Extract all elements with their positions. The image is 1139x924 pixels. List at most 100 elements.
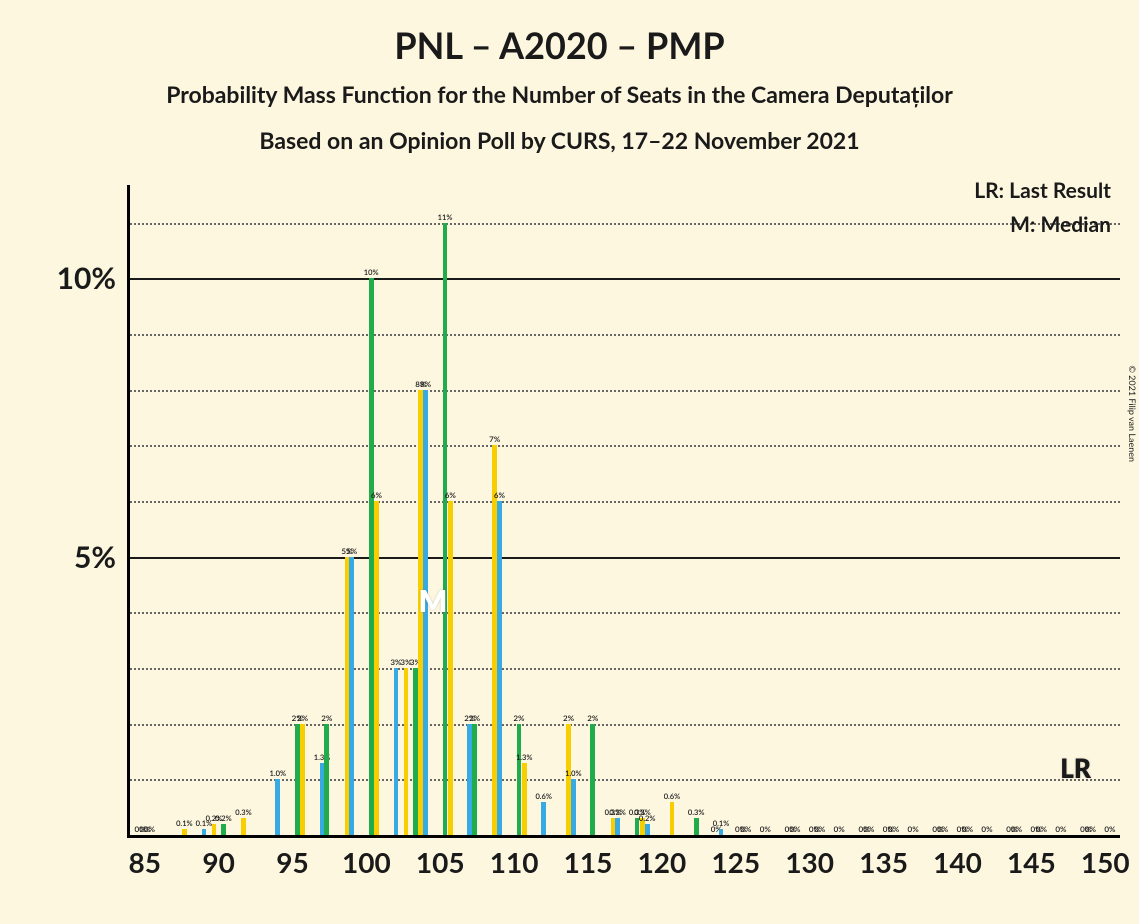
x-tick-label: 110 bbox=[490, 835, 539, 879]
bar-yellow: 0.6% bbox=[670, 802, 675, 835]
bar-green: 10% bbox=[369, 278, 374, 835]
bar-label: 0.3% bbox=[235, 808, 252, 818]
bar-label: 0% bbox=[863, 824, 874, 835]
bar-label: 0.6% bbox=[664, 792, 681, 802]
bar-label: 0% bbox=[834, 824, 845, 835]
x-tick-label: 100 bbox=[342, 835, 391, 879]
bar-yellow: 2% bbox=[300, 724, 305, 835]
bar-blue: 0.3% bbox=[615, 818, 620, 835]
bar-label: 2% bbox=[513, 713, 524, 724]
bar-green: 2% bbox=[590, 724, 595, 835]
bar-label: 0% bbox=[1104, 824, 1115, 835]
chart-title: PNL – A2020 – PMP bbox=[0, 24, 1119, 67]
copyright: © 2021 Filip van Laenen bbox=[1128, 365, 1139, 462]
bar-yellow: 3% bbox=[404, 668, 409, 835]
gridline-major bbox=[130, 278, 1120, 280]
bar-label: 0% bbox=[908, 824, 919, 835]
y-axis bbox=[127, 185, 130, 838]
bar-label: 0.6% bbox=[535, 792, 552, 802]
x-tick-label: 90 bbox=[202, 835, 234, 879]
gridline-minor bbox=[130, 612, 1120, 614]
bar-blue: 5% bbox=[349, 557, 354, 835]
bar-label: 0% bbox=[740, 824, 751, 835]
bar-label: 0.2% bbox=[215, 814, 232, 824]
bar-label: 1.0% bbox=[565, 769, 582, 779]
bar-green: 2% bbox=[295, 724, 300, 835]
bar-label: 0% bbox=[981, 824, 992, 835]
bar-label: 8% bbox=[420, 379, 431, 390]
bar-label: 5% bbox=[346, 546, 357, 557]
bar-label: 1.0% bbox=[269, 769, 286, 779]
bar-label: 2% bbox=[469, 713, 480, 724]
bar-yellow: 0.3% bbox=[241, 818, 246, 835]
bar-yellow: 1.3% bbox=[522, 763, 527, 835]
gridline-minor bbox=[130, 223, 1120, 225]
gridline-minor bbox=[130, 501, 1120, 503]
bar-label: 0% bbox=[144, 824, 155, 835]
bar-label: 2% bbox=[563, 713, 574, 724]
bar-green: 3% bbox=[413, 668, 418, 835]
bar-green: 2% bbox=[517, 724, 522, 835]
bar-label: 0% bbox=[814, 824, 825, 835]
bar-blue: 1.0% bbox=[571, 779, 576, 835]
legend-m: M: Median bbox=[1010, 212, 1111, 237]
bar-label: 10% bbox=[364, 268, 379, 278]
x-tick-label: 140 bbox=[933, 835, 982, 879]
bar-label: 0% bbox=[962, 824, 973, 835]
bar-label: 0% bbox=[888, 824, 899, 835]
x-tick-label: 130 bbox=[785, 835, 834, 879]
bar-blue: 1.0% bbox=[275, 779, 280, 835]
bar-blue: 0.6% bbox=[541, 802, 546, 835]
bar-label: 11% bbox=[438, 213, 453, 223]
bar-label: 0% bbox=[1036, 824, 1047, 835]
bar-label: 2% bbox=[587, 713, 598, 724]
bar-blue: 3% bbox=[394, 668, 399, 835]
bar-green: 0.3% bbox=[694, 818, 699, 835]
chart-subtitle-2: Based on an Opinion Poll by CURS, 17–22 … bbox=[0, 126, 1119, 156]
bar-label: 6% bbox=[371, 490, 382, 501]
gridline-minor bbox=[130, 668, 1120, 670]
x-tick-label: 105 bbox=[416, 835, 465, 879]
bar-label: 0% bbox=[1055, 824, 1066, 835]
gridline-minor bbox=[130, 334, 1120, 336]
bar-label: 2% bbox=[297, 713, 308, 724]
bar-label: 6% bbox=[445, 490, 456, 501]
bar-label: 7% bbox=[489, 434, 500, 445]
legend-lr: LR: Last Result bbox=[974, 178, 1111, 203]
gridline-minor bbox=[130, 390, 1120, 392]
x-tick-label: 145 bbox=[1007, 835, 1056, 879]
bar-label: 0.3% bbox=[609, 808, 626, 818]
bar-blue: 0.2% bbox=[645, 824, 650, 835]
bar-green: 2% bbox=[324, 724, 329, 835]
bar-green: 11% bbox=[443, 223, 448, 835]
bar-label: 2% bbox=[321, 713, 332, 724]
y-tick-label: 5% bbox=[74, 539, 130, 575]
bar-label: 1.3% bbox=[516, 753, 533, 763]
bar-label: 0% bbox=[1085, 824, 1096, 835]
x-tick-label: 135 bbox=[859, 835, 908, 879]
x-tick-label: 125 bbox=[711, 835, 760, 879]
marker-m: M bbox=[419, 583, 448, 619]
bar-label: 0.3% bbox=[688, 808, 705, 818]
gridline-minor bbox=[130, 724, 1120, 726]
bar-label: 0% bbox=[1011, 824, 1022, 835]
gridline-minor bbox=[130, 445, 1120, 447]
bar-yellow: 6% bbox=[374, 501, 379, 835]
bar-green: 0.2% bbox=[221, 824, 226, 835]
x-tick-label: 120 bbox=[638, 835, 687, 879]
bar-label: 0.2% bbox=[639, 814, 656, 824]
x-tick-label: 85 bbox=[129, 835, 161, 879]
x-tick-label: 115 bbox=[564, 835, 613, 879]
bar-yellow: 0.2% bbox=[212, 824, 217, 835]
bar-blue: 6% bbox=[497, 501, 502, 835]
x-tick-label: 150 bbox=[1081, 835, 1130, 879]
plot-area: 5%10% 0%0%0%0.1%0.1%0.2%0.2%0.3%1.0%2%2%… bbox=[130, 195, 1120, 835]
bar-label: 0% bbox=[789, 824, 800, 835]
bar-label: 0% bbox=[937, 824, 948, 835]
y-tick-label: 10% bbox=[57, 260, 130, 296]
bar-yellow: 6% bbox=[448, 501, 453, 835]
bar-label: 6% bbox=[494, 490, 505, 501]
bar-label: 0.1% bbox=[176, 819, 193, 829]
marker-lr: LR bbox=[1060, 752, 1091, 784]
gridline-major bbox=[130, 557, 1120, 559]
